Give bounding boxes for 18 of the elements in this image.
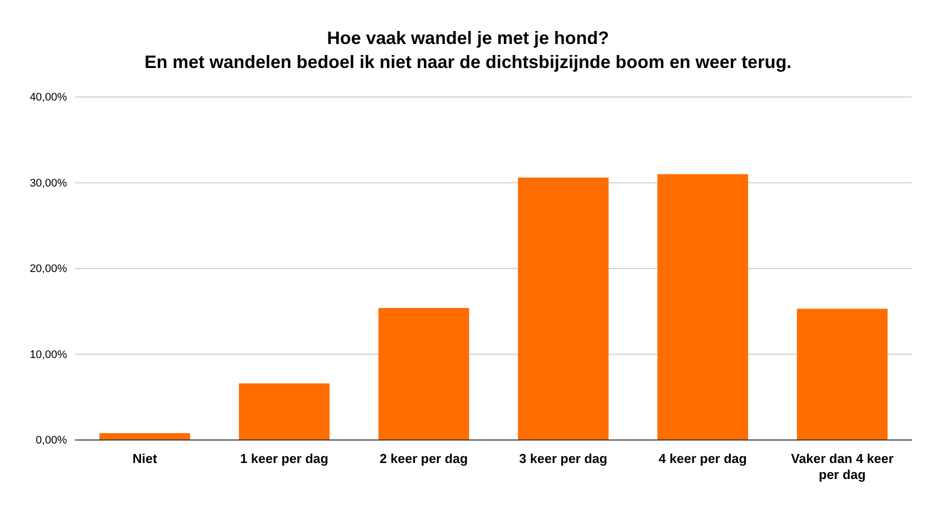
bar [657,174,748,440]
x-tick-label: 1 keer per dag [240,451,328,466]
x-tick-label: 3 keer per dag [519,451,608,466]
y-tick-label: 0,00% [36,434,68,447]
bar [518,178,609,440]
bar [238,383,330,440]
y-tick-label: 20,00% [30,263,68,276]
x-tick-label: 2 keer per dag [380,451,468,466]
y-tick-label: 30,00% [30,177,68,190]
bar [796,308,888,440]
chart-title: Hoe vaak wandel je met je hond? En met wandelen bedoel ik niet naar de dichtsbijzijnde boom en weer terug. [144,28,792,72]
y-tick-label: 40,00% [30,92,68,104]
bar [378,308,470,440]
bar [99,433,190,440]
x-tick-label: Niet [132,451,158,466]
x-tick-label: Vaker dan 4 keer per dag [790,451,894,482]
y-tick-label: 10,00% [30,348,68,361]
x-tick-label: 4 keer per dag [658,451,747,466]
